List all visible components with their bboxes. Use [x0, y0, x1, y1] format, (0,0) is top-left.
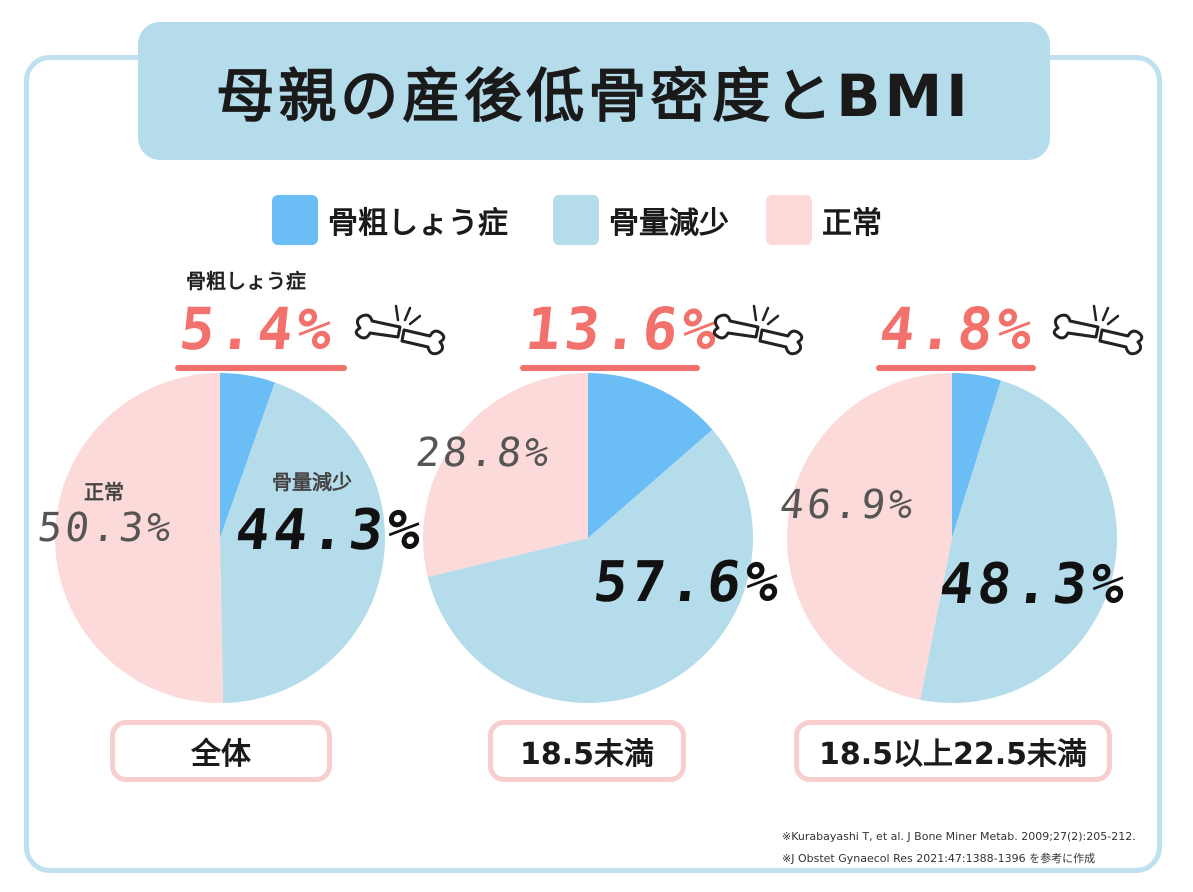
chart-title: 母親の産後低骨密度とBMI [216, 62, 972, 130]
references: ※Kurabayashi T, et al. J Bone Miner Meta… [782, 826, 1136, 870]
category-caption-185to225: 18.5以上22.5未満 [794, 720, 1112, 782]
pie-slice-all-2 [55, 373, 224, 704]
legend-swatch-osteoporosis [272, 195, 318, 245]
pie-slice-under185-0 [588, 373, 713, 538]
title-banner: 母親の産後低骨密度とBMI [138, 22, 1050, 160]
legend: 骨粗しょう症 骨量減少 正常 [0, 195, 1193, 247]
osteo-underline-under185 [520, 365, 700, 371]
pie-slice-all-0 [220, 373, 275, 538]
pie-slice-185to225-0 [952, 373, 1002, 538]
osteopenia-value-185to225: 48.3% [936, 552, 1132, 617]
osteo-underline-all [175, 365, 347, 371]
broken-bone-icon [354, 304, 446, 356]
osteoporosis-heading: 骨粗しょう症 [186, 269, 306, 293]
broken-bone-icon [712, 304, 804, 356]
pie-slice-185to225-2 [787, 373, 952, 700]
pie-slice-under185-2 [422, 373, 588, 578]
legend-label-osteopenia: 骨量減少 [609, 206, 729, 241]
legend-label-osteoporosis: 骨粗しょう症 [328, 206, 508, 241]
legend-item-osteoporosis: 骨粗しょう症 [272, 195, 508, 245]
legend-swatch-osteopenia [553, 195, 599, 245]
legend-swatch-normal [766, 195, 812, 245]
pie-slice-under185-1 [427, 429, 753, 703]
reference-1: ※Kurabayashi T, et al. J Bone Miner Meta… [782, 830, 1136, 843]
osteopenia-value-under185: 57.6% [590, 550, 786, 615]
category-caption-all: 全体 [110, 720, 332, 782]
normal-value-all: 50.3% [35, 505, 176, 551]
category-caption-under185: 18.5未満 [488, 720, 686, 782]
osteopenia-value-all: 44.3% [232, 498, 428, 563]
osteo-underline-185to225 [876, 365, 1036, 371]
reference-2: ※J Obstet Gynaecol Res 2021:47:1388-1396… [782, 852, 1096, 865]
normal-label-all: 正常 [84, 480, 124, 504]
legend-item-normal: 正常 [766, 195, 882, 245]
osteopenia-label-all: 骨量減少 [272, 470, 352, 494]
broken-bone-icon [1052, 304, 1144, 356]
pie-slice-all-1 [220, 382, 386, 703]
pie-slice-185to225-1 [920, 380, 1117, 703]
normal-value-185to225: 46.9% [777, 482, 918, 528]
normal-value-under185: 28.8% [413, 430, 554, 476]
legend-item-osteopenia: 骨量減少 [553, 195, 729, 245]
legend-label-normal: 正常 [822, 206, 882, 241]
